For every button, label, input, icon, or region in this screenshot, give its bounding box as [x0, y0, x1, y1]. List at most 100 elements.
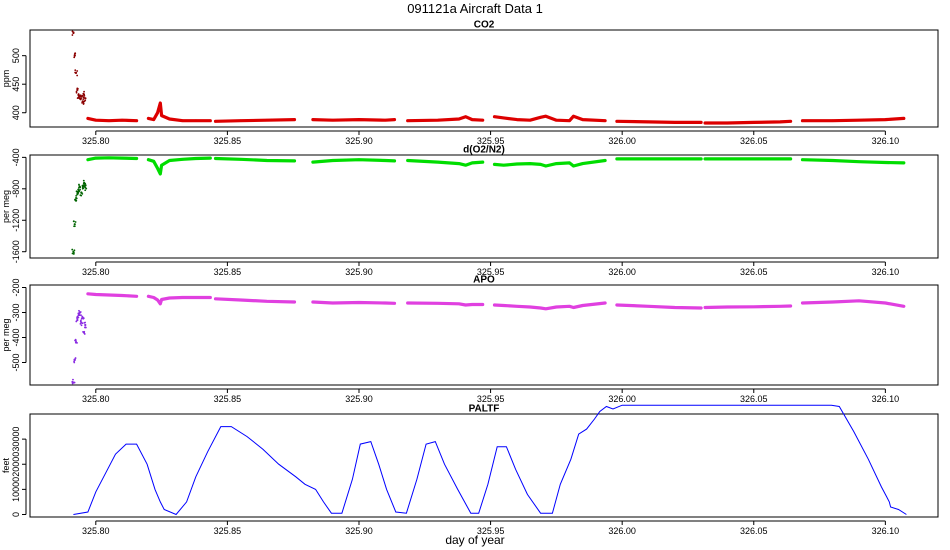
data-point — [502, 163, 506, 167]
y-tick-label: 500 — [11, 48, 21, 63]
data-point — [94, 293, 98, 296]
data-point — [726, 305, 729, 309]
data-point-noise — [78, 314, 81, 317]
series-1 — [73, 404, 907, 516]
data-point — [572, 114, 575, 118]
data-point-noise — [74, 52, 77, 55]
data-point — [393, 159, 396, 163]
data-point — [384, 301, 387, 305]
x-tick-label: 325.85 — [214, 394, 242, 404]
data-point — [147, 294, 150, 298]
data-point-noise — [74, 338, 77, 341]
data-point — [86, 117, 90, 120]
y-axis-label: ppm — [1, 70, 11, 88]
series-segment — [213, 156, 297, 163]
data-point-noise — [73, 358, 76, 361]
data-point — [457, 302, 461, 306]
data-point — [515, 162, 519, 166]
data-point — [470, 161, 474, 165]
data-point — [493, 163, 496, 166]
data-point-noise — [72, 220, 75, 223]
data-point — [194, 157, 198, 160]
data-point — [214, 297, 217, 301]
data-point — [752, 121, 756, 124]
x-tick-label: 326.00 — [608, 526, 636, 536]
data-point-noise — [76, 191, 79, 194]
x-tick-label: 325.90 — [345, 394, 373, 404]
data-point — [544, 307, 548, 311]
data-point — [107, 119, 111, 123]
data-point — [703, 157, 707, 161]
data-point — [120, 294, 124, 297]
data-point — [572, 306, 575, 309]
data-point — [778, 304, 782, 308]
data-point — [528, 162, 532, 165]
series-segment — [615, 119, 703, 125]
series-segment — [146, 156, 212, 176]
y-tick-label: -400 — [11, 328, 21, 346]
data-point — [152, 296, 155, 299]
data-point-noise — [71, 382, 74, 385]
data-point — [168, 117, 171, 121]
data-point — [208, 156, 212, 160]
series-1 — [71, 179, 88, 255]
panel-3: APO per meg 325.80 325.85 325.90 325.95 326.00… — [1, 275, 939, 404]
data-point-noise — [72, 378, 74, 381]
data-point — [293, 300, 296, 304]
y-tick-label: 30000 — [11, 427, 21, 452]
data-point — [464, 115, 467, 119]
data-point-noise — [73, 361, 76, 364]
data-point-noise — [76, 315, 79, 318]
data-point — [615, 119, 619, 123]
data-point-noise — [75, 197, 78, 200]
data-point-noise — [79, 319, 82, 322]
data-point — [158, 172, 162, 176]
data-point — [778, 157, 782, 161]
data-point-noise — [74, 221, 77, 223]
series-segment — [311, 117, 397, 122]
data-point — [568, 304, 571, 308]
x-tick-label: 325.95 — [477, 526, 505, 536]
data-point — [673, 157, 677, 161]
series-segment — [800, 116, 906, 123]
series-1 — [71, 309, 87, 385]
data-point-noise — [80, 194, 83, 197]
data-point — [493, 303, 496, 307]
data-point — [647, 120, 650, 124]
data-point — [647, 304, 650, 308]
data-point — [464, 163, 467, 167]
data-point — [156, 167, 159, 170]
data-point — [615, 303, 619, 307]
data-point — [481, 118, 484, 122]
data-point — [160, 298, 163, 301]
data-point — [214, 119, 217, 123]
data-point — [831, 300, 835, 304]
data-point — [168, 296, 171, 300]
data-point — [544, 164, 548, 168]
data-point-noise — [71, 34, 74, 36]
data-point-noise — [72, 31, 75, 34]
data-point-noise — [73, 381, 76, 384]
data-point-noise — [81, 322, 84, 325]
data-point — [502, 304, 506, 307]
data-point — [406, 119, 409, 123]
data-point — [789, 119, 792, 123]
data-point — [147, 158, 150, 162]
data-point — [581, 118, 584, 121]
data-point — [265, 159, 269, 162]
data-point — [831, 119, 835, 123]
data-point-noise — [84, 321, 87, 324]
data-point — [699, 306, 703, 310]
data-point — [568, 161, 571, 165]
x-tick-label: 326.05 — [740, 526, 768, 536]
data-point-noise — [77, 186, 80, 189]
data-point — [331, 159, 334, 162]
y-tick-label: -500 — [11, 353, 21, 371]
data-point-noise — [73, 56, 76, 59]
data-point-noise — [75, 90, 78, 93]
data-point — [94, 118, 98, 122]
data-point-noise — [76, 319, 79, 322]
plot-frame — [29, 154, 939, 259]
y-tick-label: -300 — [11, 303, 21, 321]
data-point — [603, 301, 607, 305]
